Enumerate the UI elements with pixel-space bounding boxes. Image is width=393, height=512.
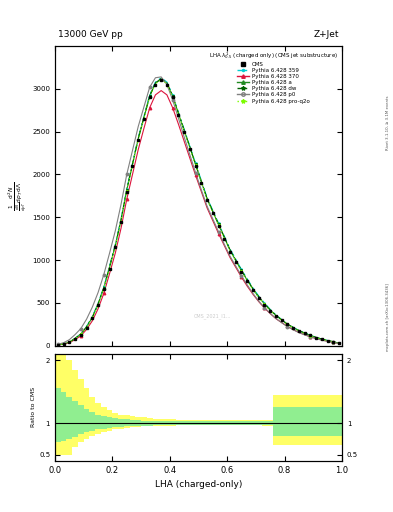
- Legend: CMS, Pythia 6.428 359, Pythia 6.428 370, Pythia 6.428 a, Pythia 6.428 dw, Pythia: CMS, Pythia 6.428 359, Pythia 6.428 370,…: [208, 49, 339, 104]
- CMS: [176, 112, 181, 118]
- CMS: [320, 336, 324, 343]
- Text: Z+Jet: Z+Jet: [314, 30, 339, 38]
- CMS: [67, 339, 72, 345]
- CMS: [193, 163, 198, 169]
- CMS: [182, 129, 187, 135]
- CMS: [107, 266, 112, 272]
- CMS: [187, 146, 192, 152]
- CMS: [302, 330, 307, 336]
- CMS: [239, 269, 244, 275]
- CMS: [262, 302, 267, 308]
- CMS: [130, 163, 135, 169]
- CMS: [79, 331, 83, 337]
- CMS: [211, 210, 215, 216]
- CMS: [268, 308, 273, 314]
- CMS: [251, 287, 255, 293]
- CMS: [84, 325, 89, 331]
- CMS: [216, 223, 221, 229]
- CMS: [279, 317, 284, 323]
- CMS: [101, 286, 106, 292]
- CMS: [205, 197, 209, 203]
- Y-axis label: $\frac{1}{\frac{\mathrm{d}N}{\mathrm{d}p_T}}\frac{\mathrm{d}^2 N}{\mathrm{d}p_T\: $\frac{1}{\frac{\mathrm{d}N}{\mathrm{d}p…: [7, 181, 29, 211]
- Text: CMS_2021_I1...: CMS_2021_I1...: [194, 313, 231, 318]
- Text: mcplots.cern.ch [arXiv:1306.3436]: mcplots.cern.ch [arXiv:1306.3436]: [386, 284, 390, 351]
- Text: 13000 GeV pp: 13000 GeV pp: [58, 30, 123, 38]
- CMS: [147, 94, 152, 100]
- CMS: [256, 295, 261, 301]
- CMS: [325, 337, 330, 344]
- CMS: [308, 332, 313, 338]
- Line: CMS: CMS: [57, 79, 340, 346]
- CMS: [165, 81, 169, 88]
- CMS: [291, 325, 296, 331]
- X-axis label: LHA (charged-only): LHA (charged-only): [155, 480, 242, 489]
- CMS: [119, 219, 123, 225]
- Y-axis label: Ratio to CMS: Ratio to CMS: [31, 387, 36, 428]
- CMS: [228, 248, 232, 254]
- CMS: [331, 339, 336, 345]
- CMS: [297, 328, 301, 334]
- CMS: [337, 340, 342, 346]
- Text: Rivet 3.1.10, ≥ 3.1M events: Rivet 3.1.10, ≥ 3.1M events: [386, 96, 390, 150]
- CMS: [153, 81, 158, 88]
- CMS: [55, 342, 60, 348]
- CMS: [170, 94, 175, 100]
- CMS: [245, 279, 250, 285]
- CMS: [61, 341, 66, 347]
- CMS: [90, 315, 95, 322]
- CMS: [233, 259, 238, 265]
- CMS: [199, 180, 204, 186]
- CMS: [285, 321, 290, 327]
- CMS: [141, 116, 146, 122]
- CMS: [274, 313, 278, 319]
- CMS: [73, 336, 77, 342]
- CMS: [136, 137, 141, 143]
- CMS: [222, 236, 227, 242]
- CMS: [159, 77, 163, 83]
- CMS: [113, 244, 118, 250]
- CMS: [314, 334, 318, 340]
- CMS: [96, 303, 101, 309]
- CMS: [125, 188, 129, 195]
